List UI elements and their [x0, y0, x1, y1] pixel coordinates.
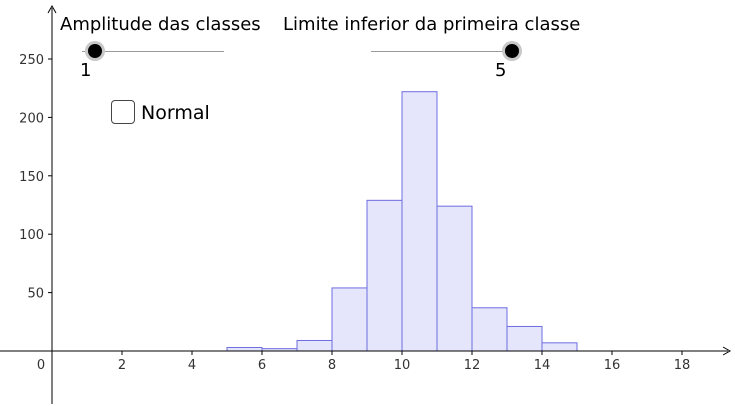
histogram-bar-9 [541, 342, 578, 352]
amplitude-value: 1 [80, 60, 92, 81]
y-tick-label: 200 [19, 111, 44, 126]
histogram-bar-3 [331, 287, 368, 352]
histogram-bar-2 [296, 339, 333, 352]
histogram-bars [226, 91, 578, 352]
x-tick-label: 2 [118, 358, 126, 373]
histogram-bar-0 [226, 346, 263, 352]
x-tick-label: 18 [674, 358, 691, 373]
histogram-bar-7 [471, 307, 508, 352]
y-tick-label: 100 [19, 228, 44, 243]
y-tick-label: 50 [27, 287, 44, 302]
axis-ticks: 0 2 4 6 8 10 12 14 16 18 50 100 150 200 250 [19, 53, 690, 373]
amplitude-slider-track[interactable] [82, 51, 224, 52]
normal-checkbox[interactable] [111, 100, 135, 124]
limit-slider-knob[interactable] [505, 44, 519, 58]
amplitude-label: Amplitude das classes [60, 14, 261, 35]
x-tick-label: 12 [464, 358, 481, 373]
histogram-bar-5 [401, 91, 438, 352]
limit-slider-track[interactable] [371, 51, 514, 52]
normal-checkbox-label[interactable]: Normal [141, 102, 210, 124]
x-tick-label: 6 [258, 358, 266, 373]
limit-label: Limite inferior da primeira classe [283, 14, 581, 35]
amplitude-slider-knob[interactable] [88, 44, 102, 58]
y-tick-label: 250 [19, 53, 44, 68]
x-tick-label: 0 [37, 358, 45, 373]
y-axis-arrow [47, 4, 57, 14]
x-tick-label: 10 [394, 358, 411, 373]
histogram-bar-6 [436, 205, 473, 352]
limit-value: 5 [495, 60, 507, 81]
x-tick-label: 8 [328, 358, 336, 373]
x-tick-label: 14 [534, 358, 551, 373]
histogram-bar-4 [366, 199, 403, 352]
axes [0, 4, 732, 404]
x-tick-label: 4 [188, 358, 196, 373]
x-axis-arrow [722, 346, 732, 356]
histogram-bar-8 [506, 325, 543, 352]
x-tick-label: 16 [604, 358, 621, 373]
y-tick-label: 150 [19, 170, 44, 185]
